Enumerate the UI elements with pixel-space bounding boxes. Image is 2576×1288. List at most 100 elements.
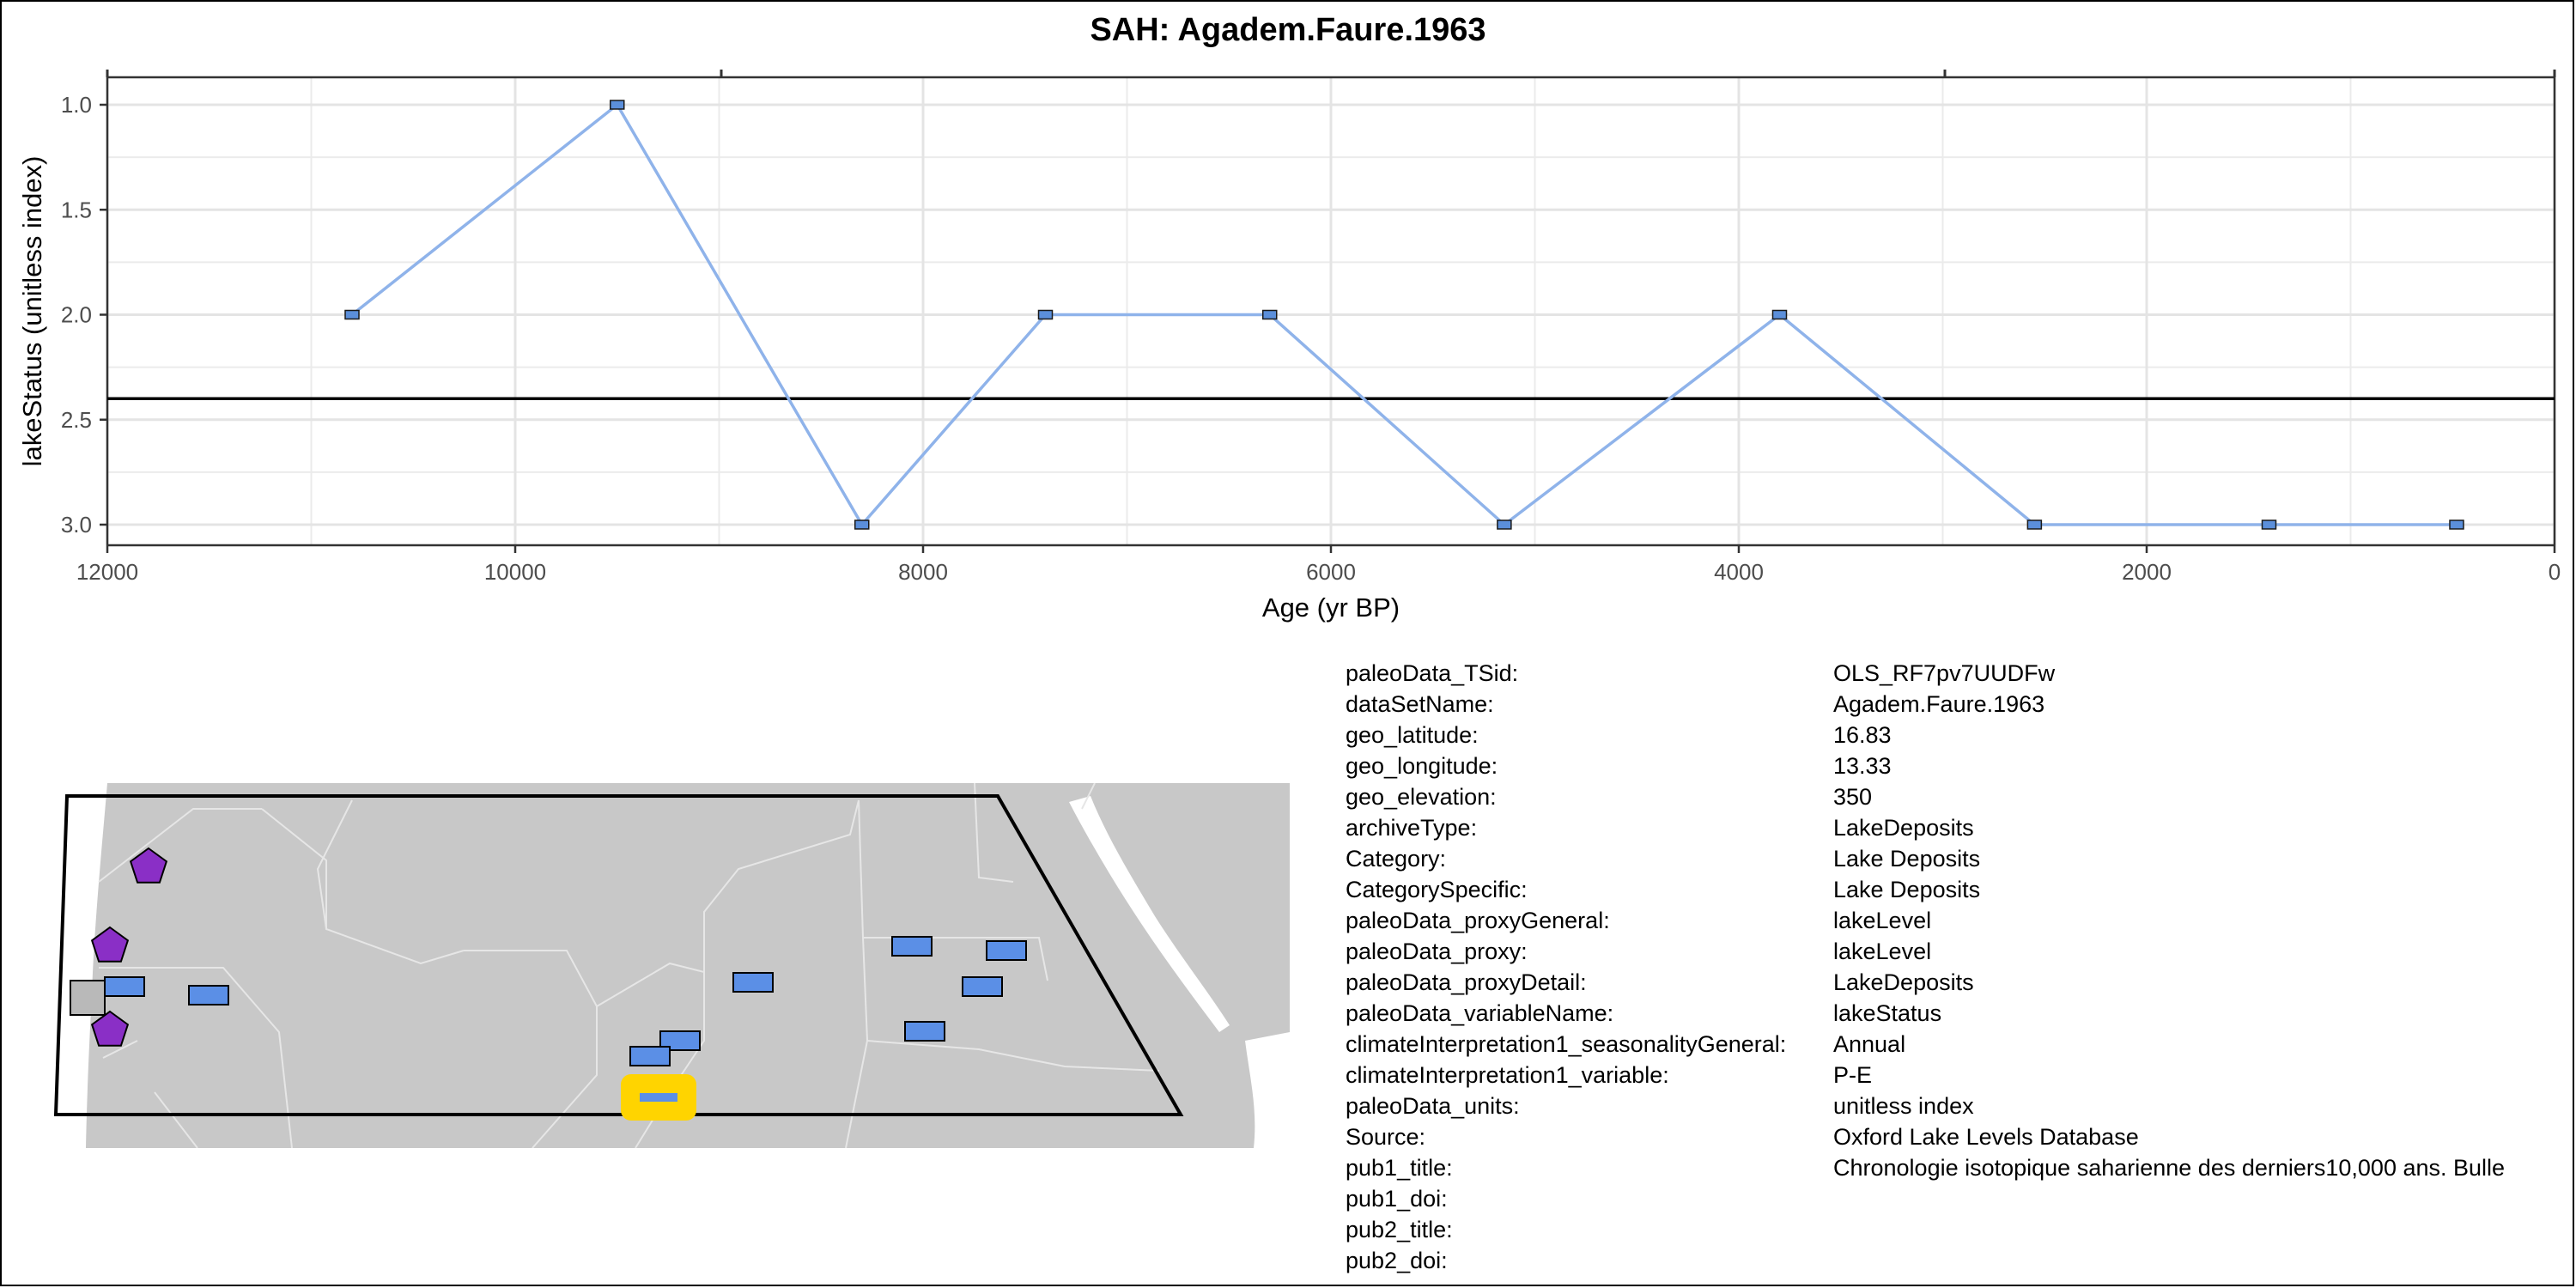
- x-tick-label: 4000: [1714, 559, 1764, 585]
- metadata-key: climateInterpretation1_seasonalityGenera…: [1346, 1031, 1787, 1057]
- metadata-key: pub1_title:: [1346, 1155, 1453, 1181]
- metadata-value: 13.33: [1833, 753, 1892, 779]
- metadata-key: paleoData_proxy:: [1346, 939, 1528, 964]
- x-tick-label: 10000: [484, 559, 546, 585]
- metadata-row: paleoData_variableName: lakeStatus: [1346, 998, 2569, 1029]
- metadata-key: paleoData_variableName:: [1346, 1000, 1614, 1026]
- site-marker-rect: [629, 1046, 671, 1066]
- metadata-row: geo_elevation: 350: [1346, 781, 2569, 812]
- y-tick-label: 2.0: [61, 302, 92, 328]
- metadata-value: LakeDeposits: [1833, 969, 1974, 995]
- metadata-row: climateInterpretation1_seasonalityGenera…: [1346, 1029, 2569, 1060]
- data-point: [344, 309, 360, 320]
- site-marker-rect: [659, 1030, 701, 1051]
- metadata-value: lakeStatus: [1833, 1000, 1942, 1026]
- series-line: [350, 102, 2457, 527]
- chart-plot: 12000 10000 8000 6000 4000 2000 0 1.0 1.5 2.0 2.5 3…: [17, 70, 2561, 623]
- metadata-value: lakeLevel: [1833, 908, 1932, 933]
- metadata-row: paleoData_proxy: lakeLevel: [1346, 936, 2569, 967]
- red-sea: [1069, 796, 1230, 1032]
- site-marker-rect: [104, 976, 145, 997]
- metadata-row: geo_longitude: 13.33: [1346, 750, 2569, 781]
- metadata-row: paleoData_proxyDetail: LakeDeposits: [1346, 967, 2569, 998]
- y-tick-label: 3.0: [61, 512, 92, 538]
- x-tick-label: 12000: [76, 559, 138, 585]
- y-axis-label: lakeStatus (unitless index): [17, 156, 47, 467]
- data-point: [1262, 309, 1278, 320]
- metadata-row: Category: Lake Deposits: [1346, 843, 2569, 874]
- site-marker-pentagon: [90, 1010, 130, 1047]
- data-point: [1497, 519, 1512, 530]
- metadata-row: paleoData_TSid: OLS_RF7pv7UUDFw: [1346, 658, 2569, 689]
- site-marker-rect: [962, 976, 1003, 997]
- metadata-key: Category:: [1346, 846, 1447, 872]
- site-marker-rect: [188, 985, 229, 1005]
- y-tick-label: 1.5: [61, 197, 92, 222]
- metadata-row: Source: Oxford Lake Levels Database: [1346, 1121, 2569, 1152]
- metadata-value: P-E: [1833, 1062, 1873, 1088]
- site-marker-rect: [986, 940, 1027, 961]
- site-marker-rect: [732, 972, 774, 993]
- metadata-row: pub1_title: Chronologie isotopique sahari…: [1346, 1152, 2569, 1183]
- metadata-row: paleoData_units: unitless index: [1346, 1091, 2569, 1121]
- site-marker-pentagon: [90, 926, 130, 963]
- grid-lines: [106, 77, 2556, 545]
- metadata-key: pub2_title:: [1346, 1217, 1453, 1242]
- metadata-value: Oxford Lake Levels Database: [1833, 1124, 2139, 1150]
- x-tick-label: 6000: [1306, 559, 1356, 585]
- site-marker-square: [70, 980, 106, 1016]
- metadata-table: paleoData_TSid: OLS_RF7pv7UUDFw dataSetNam…: [1346, 658, 2569, 1285]
- site-marker-pentagon: [129, 847, 168, 884]
- metadata-row: geo_latitude: 16.83: [1346, 720, 2569, 750]
- metadata-key: CategorySpecific:: [1346, 877, 1528, 902]
- metadata-value: Lake Deposits: [1833, 877, 1981, 902]
- metadata-key: pub2_doi:: [1346, 1248, 1448, 1273]
- metadata-row: CategorySpecific: Lake Deposits: [1346, 874, 2569, 905]
- x-tick-label: 8000: [898, 559, 948, 585]
- metadata-key: paleoData_units:: [1346, 1093, 1520, 1119]
- metadata-value: Lake Deposits: [1833, 846, 1981, 872]
- metadata-value: OLS_RF7pv7UUDFw: [1833, 660, 2056, 686]
- metadata-row: pub2_doi:: [1346, 1245, 2569, 1276]
- metadata-key: dataSetName:: [1346, 691, 1494, 717]
- metadata-key: geo_elevation:: [1346, 784, 1497, 810]
- data-point: [2261, 519, 2277, 530]
- metadata-row: paleoData_proxyGeneral: lakeLevel: [1346, 905, 2569, 936]
- metadata-value: unitless index: [1833, 1093, 1974, 1119]
- x-axis-label: Age (yr BP): [1262, 592, 1400, 623]
- metadata-row: archiveType: LakeDeposits: [1346, 812, 2569, 843]
- metadata-key: paleoData_TSid:: [1346, 660, 1519, 686]
- metadata-key: geo_longitude:: [1346, 753, 1498, 779]
- metadata-key: geo_latitude:: [1346, 722, 1479, 748]
- chart-title: SAH: Agadem.Faure.1963: [1090, 12, 1486, 48]
- data-point: [1037, 309, 1054, 320]
- metadata-value: lakeLevel: [1833, 939, 1932, 964]
- metadata-row: climateInterpretation1_variable: P-E: [1346, 1060, 2569, 1091]
- metadata-value: LakeDeposits: [1833, 815, 1974, 841]
- metadata-key: climateInterpretation1_variable:: [1346, 1062, 1669, 1088]
- metadata-key: paleoData_proxyGeneral:: [1346, 908, 1610, 933]
- site-marker-rect: [891, 936, 933, 957]
- map-region-outline: [53, 794, 1184, 1116]
- metadata-key: archiveType:: [1346, 815, 1478, 841]
- metadata-value: Agadem.Faure.1963: [1833, 691, 2045, 717]
- data-point: [854, 519, 870, 530]
- data-point: [2026, 519, 2043, 530]
- metadata-row: pub2_title:: [1346, 1214, 2569, 1245]
- metadata-value: Chronologie isotopique saharienne des de…: [1833, 1155, 2506, 1181]
- y-tick-label: 1.0: [61, 92, 92, 118]
- metadata-key: Source:: [1346, 1124, 1426, 1150]
- y-tick-label: 2.5: [61, 407, 92, 433]
- data-point: [610, 100, 625, 110]
- metadata-value: 350: [1833, 784, 1873, 810]
- data-point: [1771, 309, 1788, 320]
- metadata-row: pub1_doi:: [1346, 1183, 2569, 1214]
- site-map: [52, 783, 1290, 1148]
- x-tick-label: 2000: [2122, 559, 2172, 585]
- metadata-value: 16.83: [1833, 722, 1892, 748]
- metadata-row: dataSetName: Agadem.Faure.1963: [1346, 689, 2569, 720]
- x-tick-label: 0: [2549, 559, 2561, 585]
- data-point: [2449, 519, 2464, 530]
- metadata-key: pub1_doi:: [1346, 1186, 1448, 1212]
